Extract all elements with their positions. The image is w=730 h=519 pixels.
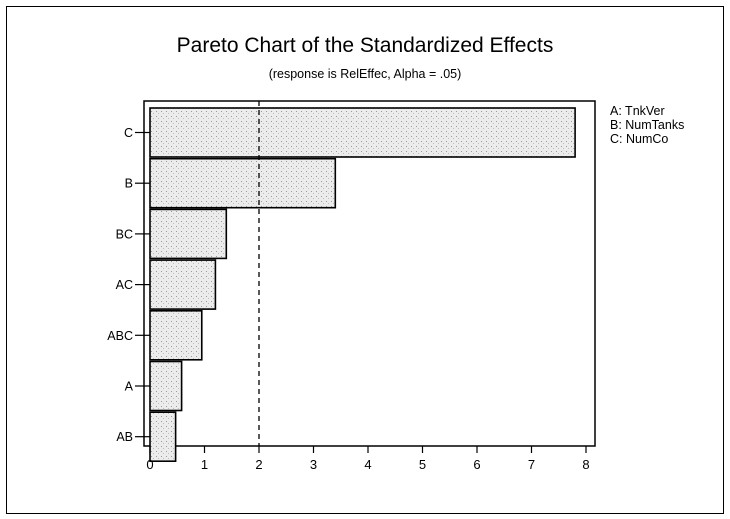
chart-title: Pareto Chart of the Standardized Effects	[176, 34, 554, 57]
legend-entry-a: A: TnkVer	[610, 104, 665, 118]
x-tick-label-7: 7	[528, 457, 535, 472]
x-tick-label-4: 4	[364, 457, 371, 472]
bar-a	[149, 360, 183, 412]
x-tick-label-5: 5	[419, 457, 426, 472]
plot-area	[143, 100, 596, 447]
y-tick-label-ab: AB	[116, 430, 133, 444]
bar-ab	[149, 411, 177, 463]
x-tick-label-2: 2	[255, 457, 262, 472]
bar-abc	[149, 309, 203, 361]
bar-b	[149, 157, 337, 209]
bar-bc	[149, 208, 228, 260]
y-tick-label-abc: ABC	[107, 329, 133, 343]
chart-frame	[6, 6, 724, 514]
x-tick-label-1: 1	[201, 457, 208, 472]
x-tick-label-8: 8	[582, 457, 589, 472]
x-tick-label-3: 3	[310, 457, 317, 472]
legend-entry-c: C: NumCo	[610, 132, 669, 146]
chart-subtitle: (response is RelEffec, Alpha = .05)	[268, 67, 462, 81]
y-tick-label-c: C	[124, 126, 133, 140]
bar-ac	[149, 259, 217, 310]
legend: A: TnkVer B: NumTanks C: NumCo	[610, 104, 684, 146]
y-tick-label-b: B	[125, 177, 133, 191]
x-tick-label-6: 6	[473, 457, 480, 472]
bar-c	[149, 107, 576, 158]
y-tick-label-a: A	[125, 380, 134, 394]
y-tick-label-bc: BC	[116, 227, 133, 241]
y-tick-label-ac: AC	[116, 278, 133, 292]
legend-entry-b: B: NumTanks	[610, 118, 685, 132]
x-tick-label-0: 0	[146, 457, 153, 472]
